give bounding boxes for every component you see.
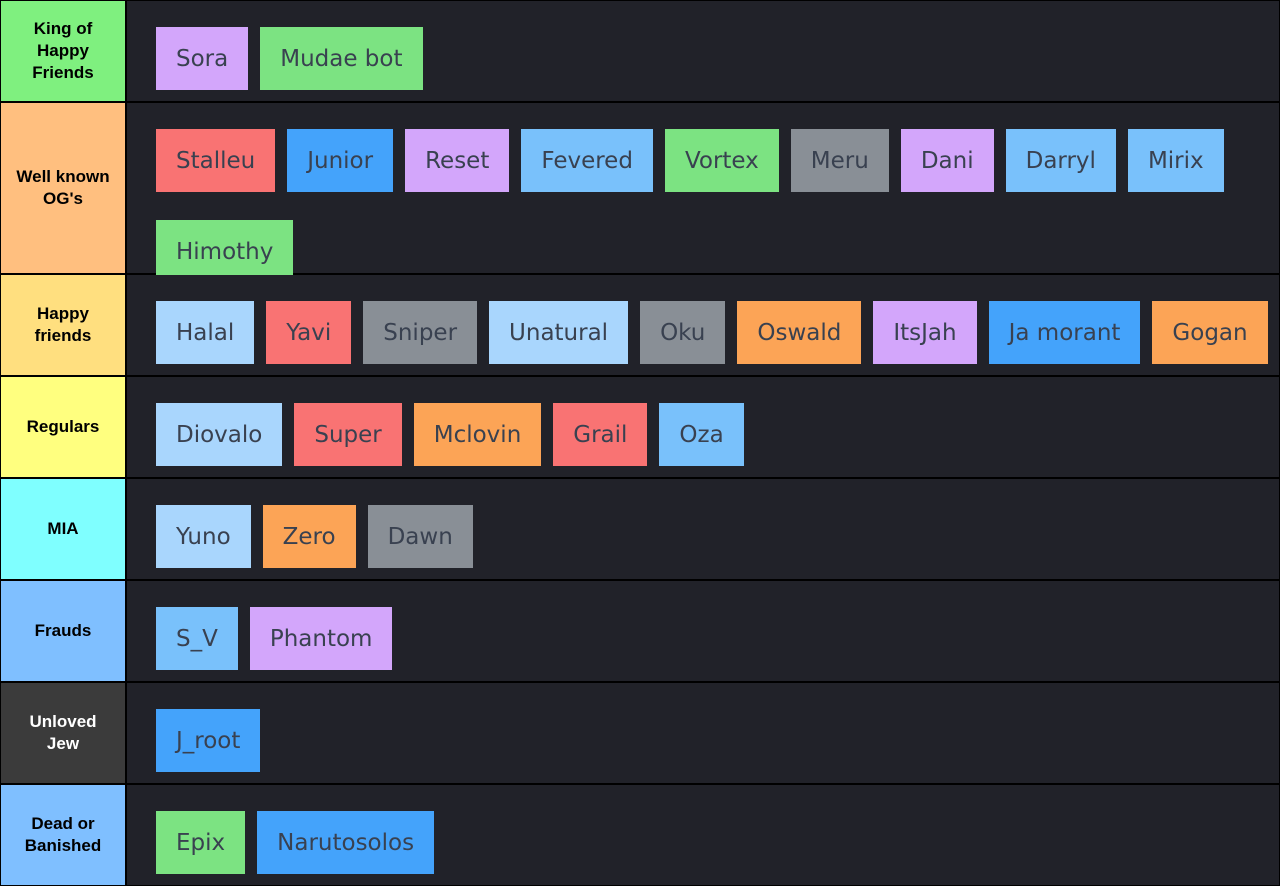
tier-item[interactable]: Mclovin: [413, 403, 542, 466]
tier-item[interactable]: Phantom: [249, 607, 393, 670]
tier-row-regulars: Regulars Diovalo Super Mclovin Grail Oza: [1, 377, 1279, 477]
tier-row-happy-friends: Happy friends Halal Yavi Sniper Unatural Oku O…: [1, 275, 1279, 375]
tier-item[interactable]: Narutosolos: [257, 811, 435, 874]
tier-item[interactable]: Dawn: [367, 505, 473, 568]
tier-item[interactable]: Unatural: [489, 301, 629, 364]
tier-row-well-known-ogs: Well known OG's Stalleu Junior Reset Fevered…: [1, 103, 1279, 283]
tier-items: Yuno Zero Dawn: [127, 479, 1279, 579]
tier-items: Sora Mudae bot: [127, 1, 1279, 101]
tier-item[interactable]: Oswald: [737, 301, 862, 364]
tier-item[interactable]: Oza: [659, 403, 744, 466]
tier-label: Unloved Jew: [1, 683, 125, 783]
tier-row-frauds: Frauds S_V Phantom: [1, 581, 1279, 681]
tier-label: King of Happy Friends: [1, 1, 125, 101]
tier-row-dead-or-banished: Dead or Banished Epix Narutosolos: [1, 785, 1279, 885]
tier-item[interactable]: Mudae bot: [260, 27, 423, 90]
tier-item[interactable]: ItsJah: [873, 301, 977, 364]
tier-item[interactable]: Sora: [156, 27, 249, 90]
tier-label: Well known OG's: [1, 103, 125, 273]
tier-item[interactable]: S_V: [156, 607, 238, 670]
tier-item[interactable]: Himothy: [156, 220, 294, 283]
tier-item[interactable]: Diovalo: [156, 403, 283, 466]
tier-label: Happy friends: [1, 275, 125, 375]
tier-items: Diovalo Super Mclovin Grail Oza: [127, 377, 1279, 477]
tier-item[interactable]: Epix: [156, 811, 246, 874]
tier-item[interactable]: Junior: [287, 129, 394, 192]
tier-item[interactable]: Reset: [405, 129, 510, 192]
tier-item[interactable]: Zero: [262, 505, 356, 568]
tier-items: Epix Narutosolos: [127, 785, 1279, 885]
tier-item[interactable]: Oku: [640, 301, 726, 364]
tier-row-mia: MIA Yuno Zero Dawn: [1, 479, 1279, 579]
tier-label: MIA: [1, 479, 125, 579]
tier-item[interactable]: Ja morant: [988, 301, 1141, 364]
tier-item[interactable]: Yavi: [266, 301, 352, 364]
tier-items: J_root: [127, 683, 1279, 783]
tier-item[interactable]: Gogan: [1152, 301, 1268, 364]
tier-item[interactable]: J_root: [156, 709, 261, 772]
tier-row-king-of-happy-friends: King of Happy Friends Sora Mudae bot: [1, 1, 1279, 101]
tier-item[interactable]: Super: [294, 403, 402, 466]
tier-items: Halal Yavi Sniper Unatural Oku Oswald ItsJah Ja…: [127, 275, 1279, 375]
tier-items: Stalleu Junior Reset Fevered Vortex Meru Dani D…: [127, 103, 1279, 283]
tier-item[interactable]: Dani: [900, 129, 994, 192]
tier-item[interactable]: Vortex: [664, 129, 779, 192]
tier-label: Dead or Banished: [1, 785, 125, 885]
tier-item[interactable]: Meru: [790, 129, 889, 192]
tier-label: Frauds: [1, 581, 125, 681]
tier-item[interactable]: Sniper: [363, 301, 478, 364]
tier-item[interactable]: Mirix: [1127, 129, 1224, 192]
tier-row-unloved-jew: Unloved Jew J_root: [1, 683, 1279, 783]
tier-items: S_V Phantom: [127, 581, 1279, 681]
tier-item[interactable]: Grail: [553, 403, 648, 466]
tier-item[interactable]: Stalleu: [156, 129, 276, 192]
tier-item[interactable]: Yuno: [156, 505, 251, 568]
tier-item[interactable]: Darryl: [1005, 129, 1116, 192]
tier-item[interactable]: Halal: [156, 301, 255, 364]
tier-label: Regulars: [1, 377, 125, 477]
tier-item[interactable]: Fevered: [521, 129, 653, 192]
